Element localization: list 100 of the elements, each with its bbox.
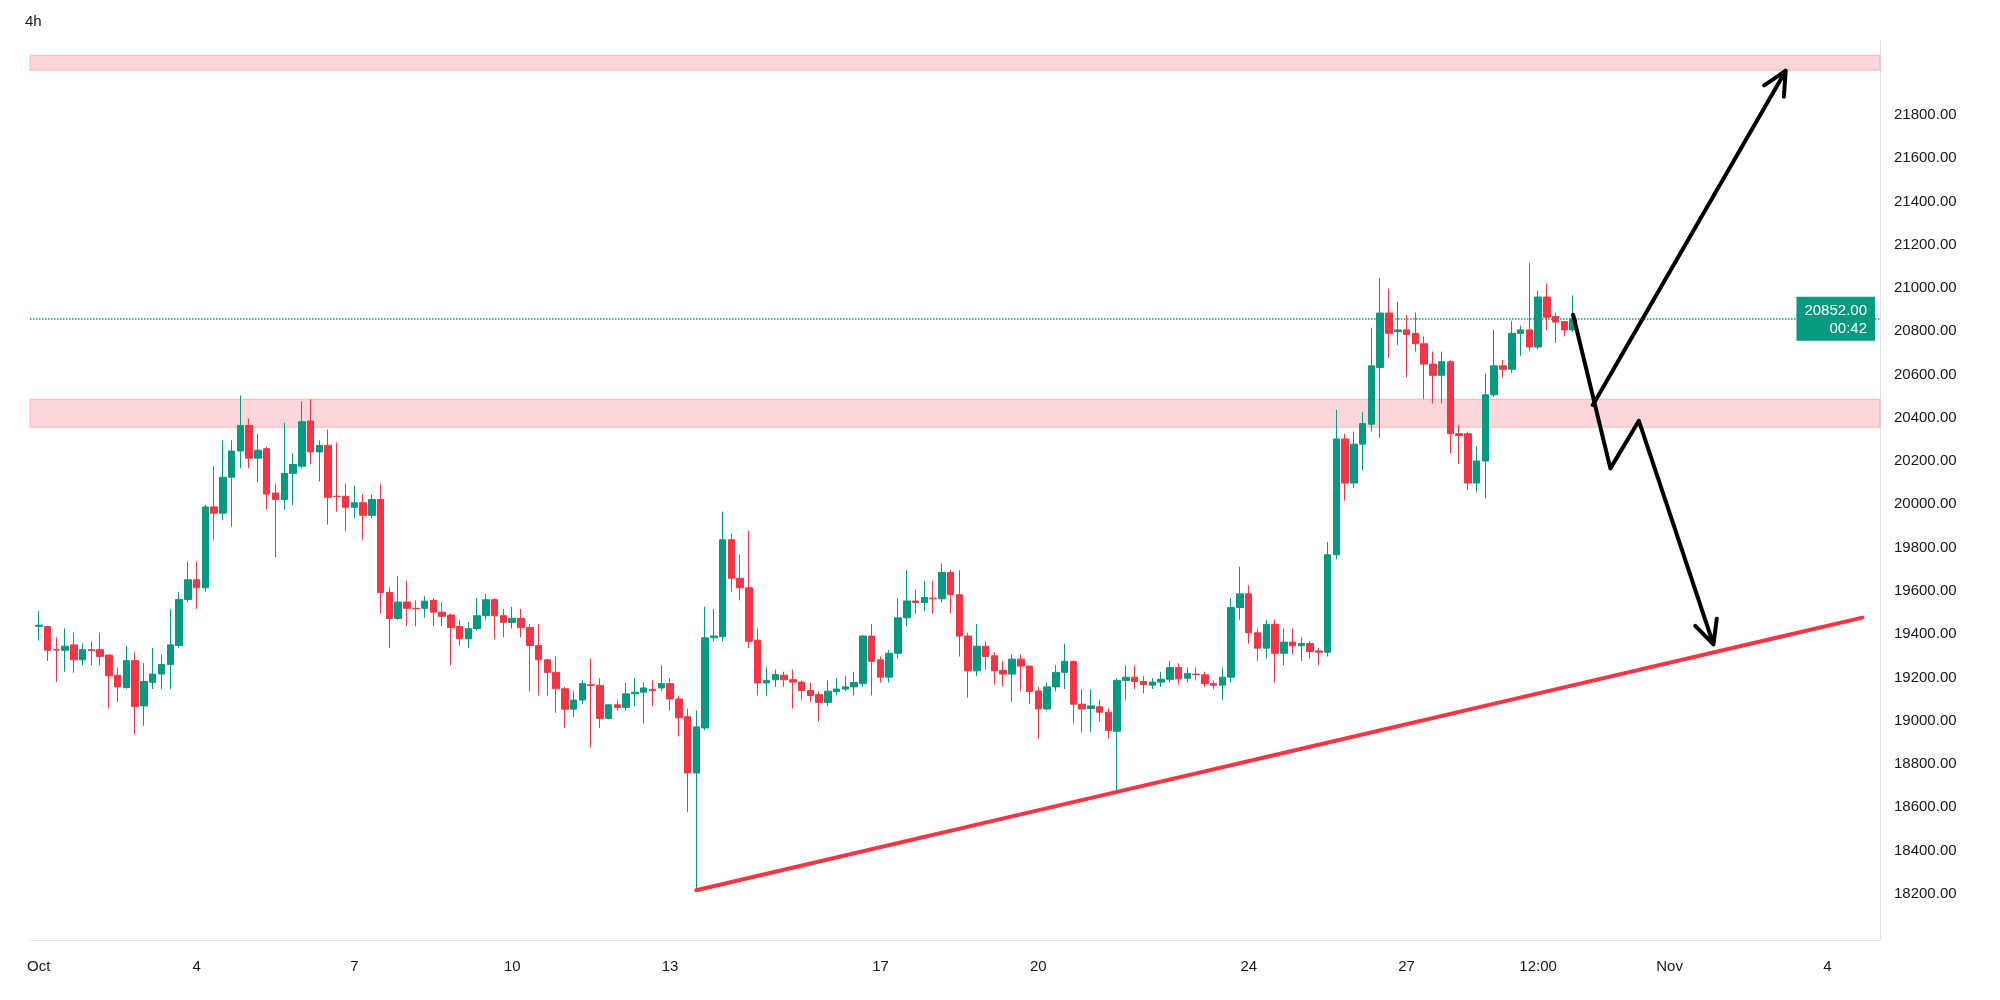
y-tick-label: 19800.00 <box>1894 537 1957 555</box>
x-tick-label: Oct <box>27 957 52 974</box>
chart-title: 4h <box>25 12 42 29</box>
y-tick-label: 21000.00 <box>1894 278 1957 296</box>
y-tick-label: 20000.00 <box>1894 494 1957 512</box>
candlestick <box>1403 314 1410 378</box>
candlestick <box>1105 708 1112 740</box>
candlestick <box>1008 653 1016 703</box>
candlestick <box>929 580 937 614</box>
candlestick <box>53 637 60 683</box>
candlestick <box>1438 351 1445 404</box>
x-tick-label: 7 <box>350 957 359 974</box>
candlestick <box>307 398 314 465</box>
candlestick <box>1140 675 1147 694</box>
candlestick <box>1333 409 1340 560</box>
candlestick <box>1298 636 1305 662</box>
y-tick-label: 20200.00 <box>1894 451 1957 469</box>
y-tick-label: 19400.00 <box>1894 624 1957 642</box>
x-tick-label: 27 <box>1398 957 1415 974</box>
candlestick <box>658 664 665 692</box>
ref-line-label: 20852.00 <box>1804 301 1867 319</box>
x-tick-label: 20 <box>1029 957 1047 974</box>
candlestick <box>35 610 43 642</box>
y-tick-label: 19000.00 <box>1894 710 1957 728</box>
candlestick <box>491 597 498 640</box>
candlestick <box>1289 627 1296 655</box>
candlestick <box>912 589 919 614</box>
candlestick <box>982 640 989 671</box>
candlestick <box>368 493 376 519</box>
y-tick-label: 19200.00 <box>1894 667 1957 685</box>
candlestick <box>649 679 656 707</box>
y-tick-label: 18200.00 <box>1894 883 1957 901</box>
x-tick-label: 4 <box>1823 957 1832 974</box>
candlestick <box>1254 627 1261 662</box>
candlestick <box>44 625 51 662</box>
candlestick <box>421 595 428 619</box>
annotation: 00:42 <box>1829 319 1867 337</box>
candlestick <box>237 394 244 469</box>
candlestick <box>158 653 165 690</box>
candlestick <box>868 623 875 697</box>
candlestick <box>579 679 586 705</box>
x-tick-label: Nov <box>1656 957 1684 974</box>
candlestick <box>202 504 209 593</box>
candlestick <box>377 483 384 614</box>
candlestick <box>605 703 612 720</box>
candlestick <box>245 418 253 469</box>
candlestick <box>1131 664 1138 690</box>
x-tick-label: 10 <box>503 957 521 974</box>
candlestick <box>359 493 367 541</box>
candlestick <box>123 645 130 690</box>
y-tick-label: 20400.00 <box>1894 407 1957 425</box>
candlestick <box>1175 662 1182 686</box>
candlestick <box>1096 699 1103 722</box>
y-tick-label: 18800.00 <box>1894 754 1957 772</box>
candlestick <box>614 699 621 712</box>
candlestick <box>1473 446 1480 493</box>
candlestick <box>1035 686 1042 740</box>
candlestick <box>70 632 78 674</box>
candlestick <box>508 606 516 629</box>
x-tick-label: 4 <box>192 957 201 974</box>
y-tick-label: 21200.00 <box>1894 234 1957 252</box>
candlestick <box>1385 288 1393 359</box>
y-tick-label: 21600.00 <box>1894 148 1957 166</box>
y-tick-label: 21800.00 <box>1894 105 1957 123</box>
candlestick <box>351 485 358 519</box>
y-tick-label: 18600.00 <box>1894 797 1957 815</box>
candlestick <box>210 465 218 541</box>
candlestick <box>263 446 270 510</box>
candlestick <box>772 669 779 688</box>
y-tick-label: 19600.00 <box>1894 581 1957 599</box>
candlestick <box>193 560 200 610</box>
candlestick <box>386 586 393 649</box>
candlestick <box>570 690 577 718</box>
x-tick-label: 24 <box>1240 957 1258 974</box>
candlestick <box>973 623 981 677</box>
x-tick-label: 12:00 <box>1519 957 1557 974</box>
candlestick <box>1087 688 1095 733</box>
candlestick <box>947 569 954 614</box>
candlestick <box>254 433 262 483</box>
candlestick <box>316 439 323 482</box>
candlestick <box>1341 433 1349 502</box>
candlestick <box>272 483 279 558</box>
y-tick-label: 18400.00 <box>1894 840 1957 858</box>
candlestick <box>763 666 770 697</box>
candlestick <box>921 580 928 612</box>
candlestick <box>1184 666 1191 684</box>
candlestick <box>500 608 507 638</box>
y-tick-label: 20600.00 <box>1894 364 1957 382</box>
candlestick <box>938 563 946 603</box>
candlestick <box>131 651 139 735</box>
candlestick <box>1271 619 1279 684</box>
candlestick <box>1526 262 1533 353</box>
candlestick <box>1324 541 1331 658</box>
y-tick-label: 20800.00 <box>1894 321 1957 339</box>
candlestick <box>394 576 402 621</box>
candlestick <box>877 656 884 684</box>
candlestick <box>1561 320 1568 337</box>
candlestick <box>79 643 86 666</box>
x-tick-label: 17 <box>872 957 889 974</box>
candlestick <box>1245 584 1252 645</box>
